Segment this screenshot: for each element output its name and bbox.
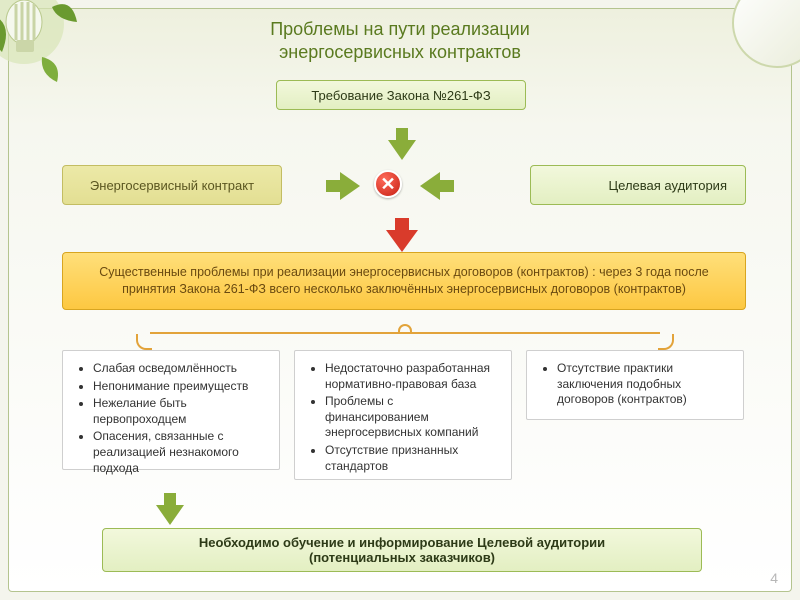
arrow-right-icon [340, 172, 360, 200]
list-col2: Недостаточно разработанная нормативно-пр… [294, 350, 512, 480]
list-col1-ul: Слабая осведомлённость Непонимание преим… [77, 361, 265, 476]
box-contract: Энергосервисный контракт [62, 165, 282, 205]
list-col3: Отсутствие практики заключения подобных … [526, 350, 744, 420]
arrow-down-icon [156, 505, 184, 525]
bulb-leaf-icon [0, 0, 102, 102]
box-audience: Целевая аудитория [530, 165, 746, 205]
title-line-2: энергосервисных контрактов [130, 41, 670, 64]
brace-icon [150, 332, 660, 346]
arrow-left-icon [420, 172, 440, 200]
list-item: Проблемы с финансированием энергосервисн… [325, 394, 497, 441]
box-conclusion: Необходимо обучение и информирование Цел… [102, 528, 702, 572]
conclusion-line-1: Необходимо обучение и информирование Цел… [113, 535, 691, 550]
slide-title: Проблемы на пути реализации энергосервис… [130, 18, 670, 63]
list-item: Отсутствие практики заключения подобных … [557, 361, 729, 408]
list-item: Отсутствие признанных стандартов [325, 443, 497, 474]
list-item: Непонимание преимуществ [93, 379, 265, 395]
conclusion-line-2: (потенциальных заказчиков) [113, 550, 691, 565]
blocked-icon: ✕ [374, 170, 402, 198]
box-problems: Существенные проблемы при реализации эне… [62, 252, 746, 310]
title-line-1: Проблемы на пути реализации [130, 18, 670, 41]
page-number: 4 [770, 570, 778, 586]
list-col1: Слабая осведомлённость Непонимание преим… [62, 350, 280, 470]
arrow-down-red-icon [386, 230, 418, 252]
box-law: Требование Закона №261-ФЗ [276, 80, 526, 110]
list-item: Недостаточно разработанная нормативно-пр… [325, 361, 497, 392]
arrow-down-icon [388, 140, 416, 160]
list-item: Нежелание быть первопроходцем [93, 396, 265, 427]
list-item: Опасения, связанные с реализацией незнак… [93, 429, 265, 476]
list-item: Слабая осведомлённость [93, 361, 265, 377]
list-col3-ul: Отсутствие практики заключения подобных … [541, 361, 729, 408]
audience-label: Целевая аудитория [609, 178, 727, 193]
list-col2-ul: Недостаточно разработанная нормативно-пр… [309, 361, 497, 474]
